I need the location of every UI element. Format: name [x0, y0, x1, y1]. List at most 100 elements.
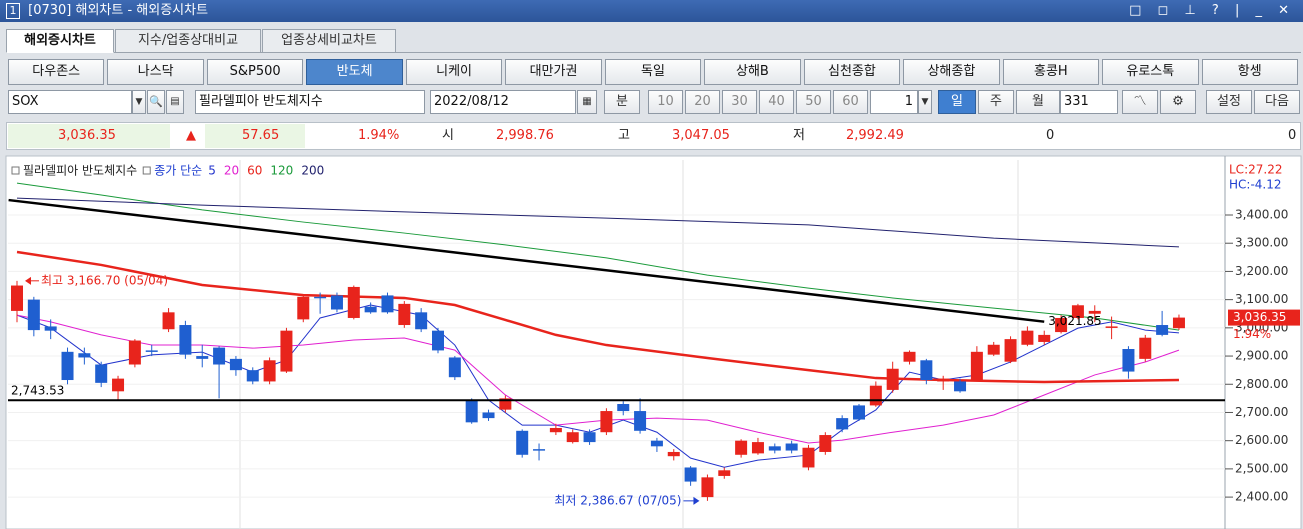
candle-body — [280, 330, 293, 372]
candle-body — [112, 378, 125, 392]
tab-line — [6, 52, 1301, 53]
search-button[interactable]: 🔍 — [147, 90, 165, 114]
candle-body — [398, 303, 411, 326]
candle-body — [987, 344, 1000, 355]
candle-body — [937, 378, 950, 382]
symbol-input[interactable]: SOX — [8, 90, 132, 114]
market-button[interactable]: 나스닥 — [107, 59, 204, 85]
market-button[interactable]: 독일 — [604, 59, 702, 85]
market-button[interactable]: 심천종합 — [803, 59, 901, 85]
y-tick-label: 2,600.00 — [1235, 433, 1288, 447]
candle-body — [314, 296, 327, 299]
candle-body — [297, 296, 310, 320]
candle-body — [1004, 339, 1017, 362]
bars-input[interactable]: 331 — [1060, 90, 1118, 114]
y-tick-label: 2,800.00 — [1235, 377, 1288, 391]
candle-body — [667, 451, 680, 457]
window-title: [0730] 해외차트 - 해외증시차트 — [28, 3, 209, 18]
tab[interactable]: 지수/업종상대비교 — [115, 29, 261, 53]
candle-body — [196, 356, 209, 359]
market-button[interactable]: 홍콩H — [1002, 59, 1100, 85]
settings-button[interactable]: 설정 — [1206, 90, 1252, 114]
legend-text: 5 — [208, 164, 216, 178]
dropdown[interactable]: ▼ — [918, 90, 932, 114]
week-button[interactable]: 주 — [978, 90, 1014, 114]
candle-body — [145, 350, 158, 352]
y-tick-label: 2,700.00 — [1235, 405, 1288, 419]
candle-body — [617, 404, 630, 412]
y-tick-label: 3,300.00 — [1235, 236, 1288, 250]
candle-body — [970, 351, 983, 381]
interval-button[interactable]: 40 — [759, 90, 794, 114]
chart-frame — [5, 155, 1302, 529]
candle-body — [415, 312, 428, 330]
market-button[interactable]: S&P500 — [206, 59, 304, 85]
candle-body — [432, 330, 444, 351]
candle-body — [229, 358, 242, 371]
candle-body — [549, 427, 562, 433]
candle-body — [482, 412, 495, 419]
candle-body — [768, 446, 781, 451]
tab[interactable]: 해외증시차트 — [6, 29, 114, 53]
count-input[interactable]: 1 — [870, 90, 918, 114]
day-button[interactable]: 일 — [938, 90, 976, 114]
legend-text: 200 — [301, 164, 324, 178]
legend-text: 필라델피아 반도체지수 — [23, 164, 137, 178]
candle-body — [853, 405, 865, 420]
candle-body — [718, 470, 731, 476]
window-buttons[interactable]: □ ◻ ⊥ ? | _ ✕ — [1129, 3, 1295, 18]
interval-button[interactable]: 30 — [722, 90, 757, 114]
amount: 0 — [1288, 128, 1297, 143]
annotation: 최저 2,386.67 (07/05) — [554, 493, 681, 507]
market-button[interactable]: 다우존스 — [8, 59, 105, 85]
legend-icon — [142, 166, 151, 175]
date-input[interactable]: 2022/08/12 — [430, 90, 576, 114]
candle-body — [533, 449, 546, 451]
annotation: 최고 3,166.70 (05/04) — [41, 273, 168, 287]
candle-body — [263, 360, 276, 382]
market-button[interactable]: 유로스톡 — [1102, 59, 1199, 85]
y-tick-label: 3,100.00 — [1235, 292, 1288, 306]
candle-body — [566, 432, 579, 443]
candle-body — [1038, 334, 1051, 342]
interval-button[interactable]: 60 — [833, 90, 868, 114]
window-number: 1 — [6, 3, 20, 19]
candle-body — [920, 360, 933, 381]
market-button[interactable]: 항셍 — [1201, 59, 1298, 85]
market-button[interactable]: 상해종합 — [903, 59, 1000, 85]
candle-body — [179, 325, 192, 355]
market-button[interactable]: 대만가권 — [505, 59, 602, 85]
minute-button[interactable]: 분 — [604, 90, 640, 114]
candle-body — [381, 295, 394, 313]
market-button[interactable]: 상해B — [704, 59, 801, 85]
market-button[interactable]: 반도체 — [306, 59, 403, 85]
gear-button[interactable]: ⚙ — [1160, 90, 1196, 114]
candle-body — [27, 299, 40, 331]
icon-button[interactable]: ▤ — [166, 90, 184, 114]
interval-button[interactable]: 50 — [796, 90, 831, 114]
candle-body — [785, 443, 798, 451]
legend-text: 120 — [270, 164, 293, 178]
arrow — [693, 496, 700, 505]
candle-body — [1122, 349, 1135, 372]
market-button[interactable]: 니케이 — [405, 59, 503, 85]
month-button[interactable]: 월 — [1016, 90, 1060, 114]
candle-body — [499, 398, 512, 410]
open-label: 시 — [442, 128, 454, 143]
candle-body — [954, 381, 967, 392]
interval-button[interactable]: 20 — [685, 90, 720, 114]
tab[interactable]: 업종상세비교차트 — [262, 29, 396, 53]
candle-body — [886, 368, 899, 390]
candle-body — [583, 432, 596, 443]
trendline-label: 3,021.85 — [1048, 314, 1101, 328]
candle-body — [1105, 326, 1118, 328]
dropdown[interactable]: ▼ — [132, 90, 146, 114]
tool-button[interactable]: 〽 — [1122, 90, 1158, 114]
calendar-button[interactable]: ▦ — [577, 90, 597, 114]
interval-button[interactable]: 10 — [648, 90, 683, 114]
candle-body — [246, 370, 259, 382]
next-button[interactable]: 다음 — [1254, 90, 1300, 114]
y-tick-label: 2,400.00 — [1235, 490, 1288, 504]
candle-body — [347, 286, 360, 318]
